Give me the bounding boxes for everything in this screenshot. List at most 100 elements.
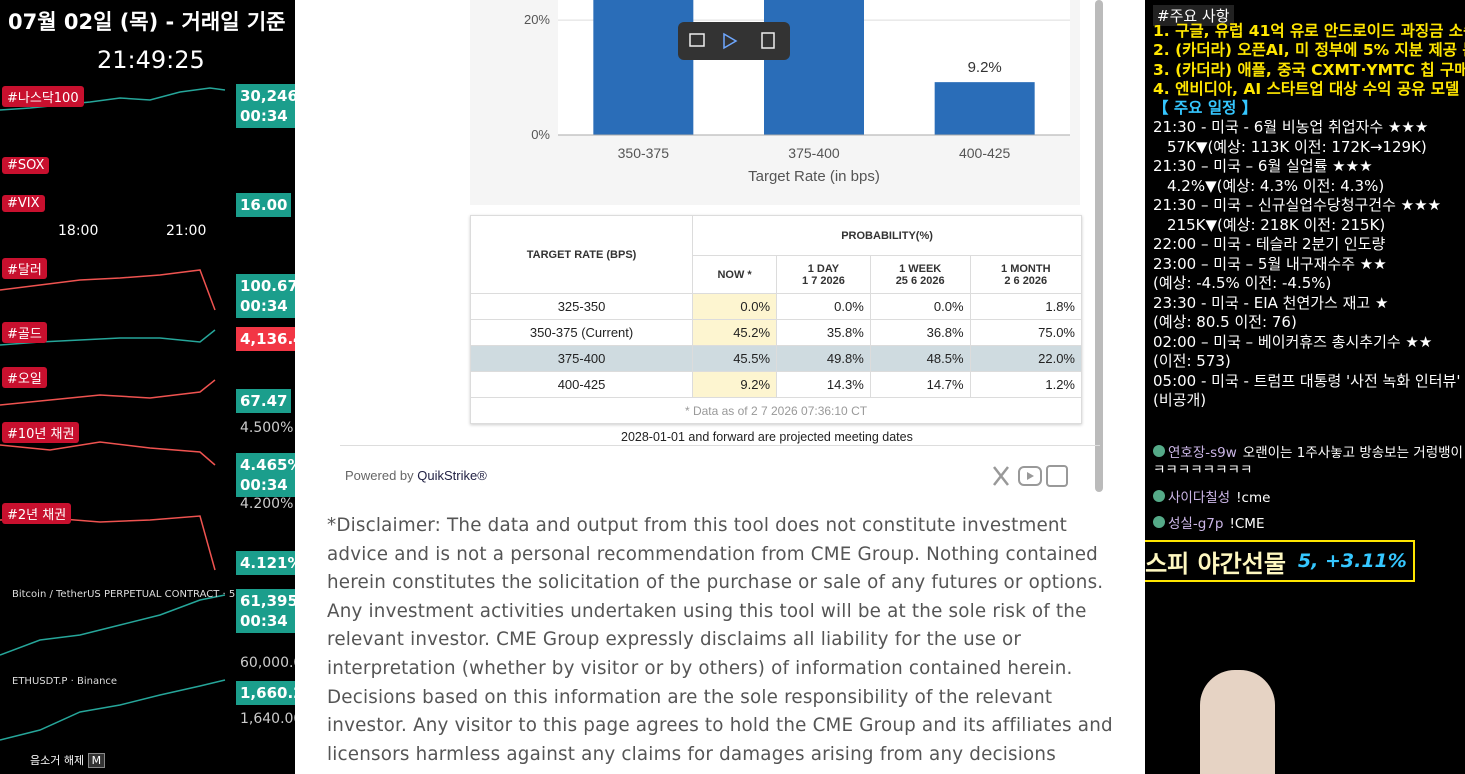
price: 67.47 — [240, 392, 288, 410]
price-box: 16.00 — [236, 193, 292, 217]
schedule-item: 4.2%▼(예상: 4.3% 이전: 4.3%) — [1167, 176, 1385, 195]
table-cell: 0.0% — [869, 293, 971, 320]
chat-avatar — [1153, 490, 1165, 502]
unmute-button[interactable]: 음소거 해제 M — [30, 752, 106, 768]
countdown: 00:34 — [240, 476, 288, 494]
price: 4.121% — [240, 554, 295, 572]
x-axis-title: Target Rate (in bps) — [748, 168, 880, 185]
schedule-title: 【 주요 일정 】 — [1153, 99, 1258, 117]
countdown: 00:34 — [240, 612, 288, 630]
ticker-label: ETHUSDT.P · Binance — [12, 676, 118, 687]
scrollbar[interactable] — [1095, 0, 1103, 492]
column-label: 1 DAY — [807, 262, 840, 275]
table-row: 400-425 9.2% 14.3% 14.7% 1.2% — [469, 371, 1083, 398]
chat-message: 연호장-s9w 오랜이는 1주사놓고 방송보는 거렁뱅이 ㅋㅋㅋㅋㅋㅋㅋㅋ — [1153, 445, 1465, 479]
chat-text: !cme — [1236, 490, 1271, 506]
shortcut-key: M — [87, 753, 106, 768]
news-item: 2. (카더라) 오픈AI, 미 정부에 5% 지분 제공 논의 — [1153, 41, 1465, 60]
chat-user: 성실-g7p — [1168, 516, 1224, 532]
chat-avatar — [1153, 445, 1165, 457]
table-cell: 325-350 — [469, 293, 694, 320]
footnote: * Data as of 2 7 2026 07:36:10 CT — [470, 397, 1082, 424]
ticker-label: #10년 채권 — [2, 422, 80, 443]
probability-table-wrap: TARGET RATE (BPS) PROBABILITY(%) NOW * 1 DA… — [469, 215, 1083, 424]
schedule-item: (이전: 573) — [1153, 352, 1231, 370]
market-panel: 07월 02일 (목) - 거래일 기준 21:49:25 #나스닥100 30,… — [0, 0, 295, 774]
price: 30,246.25 — [240, 87, 295, 105]
table-cell: 48.5% — [869, 345, 971, 372]
column-label: 1 WEEK — [899, 262, 942, 275]
scale-label: 1,640.00 — [240, 711, 295, 727]
schedule-item: 215K▼(예상: 218K 이전: 215K) — [1167, 215, 1386, 234]
y-tick-label: 20% — [524, 12, 550, 27]
price: 16.00 — [240, 196, 288, 214]
chat-text: 오랜이는 1주사놓고 방송보는 거렁뱅이 ㅋㅋㅋㅋㅋㅋㅋㅋ — [1153, 445, 1463, 478]
news-item: 4. 엔비디아, AI 스타트업 대상 수익 공유 모델 출시 — [1153, 80, 1465, 99]
value-label: 9.2% — [968, 59, 1002, 76]
news-title: #주요 사항 — [1153, 5, 1234, 26]
ticker-label: Bitcoin / TetherUS PERPETUAL CONTRACT · … — [12, 589, 236, 600]
schedule-item: 02:00 – 미국 – 베이커휴즈 총시추기수 ★★ — [1153, 332, 1433, 351]
table-cell: 1.8% — [969, 293, 1083, 320]
table-cell: 14.7% — [869, 371, 971, 398]
info-panel: #주요 사항 1. 구글, 유럽 41억 유로 안드로이드 과징금 소송 패 2.… — [1145, 0, 1465, 774]
table-cell: 0.0% — [776, 293, 871, 320]
countdown: 00:34 — [240, 297, 288, 315]
ticker-label: #SOX — [2, 157, 50, 174]
streamer-cam — [1200, 670, 1275, 774]
table-cell: 45.2% — [692, 319, 778, 346]
schedule-item: (예상: 80.5 이전: 76) — [1153, 313, 1297, 331]
table-cell: 0.0% — [692, 293, 778, 320]
chat-user: 연호장-s9w — [1168, 445, 1237, 461]
bar — [764, 0, 864, 135]
kospi-banner: 코스피 야간선물 5, +3.11% — [1145, 540, 1415, 582]
x-tick-label: 400-425 — [959, 145, 1011, 161]
price-box: 67.47 — [236, 389, 292, 413]
price-box: 1,660.27 — [236, 681, 295, 705]
column-date: 2 6 2026 — [1004, 274, 1048, 287]
countdown: 00:34 — [240, 107, 288, 125]
rate-header: TARGET RATE (BPS) — [469, 215, 694, 294]
table-cell: 14.3% — [776, 371, 871, 398]
news-item: 1. 구글, 유럽 41억 유로 안드로이드 과징금 소송 패 — [1153, 22, 1465, 40]
ticker-label: #VIX — [2, 195, 45, 212]
news-item: 3. (카더라) 애플, 중국 CXMT·YMTC 칩 구매 협상 — [1153, 60, 1465, 79]
schedule-item: 21:30 – 미국 – 신규실업수당청구건수 ★★★ — [1153, 196, 1442, 214]
column-header: 1 WEEK 25 6 2026 — [869, 255, 971, 294]
chat-message: 사이다칠성 !cme — [1153, 490, 1465, 507]
header-row: TARGET RATE (BPS) PROBABILITY(%) — [469, 215, 1082, 294]
banner-ticker: 5, +3.11% — [1297, 550, 1407, 572]
column-date: 25 6 2026 — [895, 274, 945, 287]
chat-user: 사이다칠성 — [1168, 490, 1231, 506]
price: 4,136.4 — [240, 330, 295, 348]
brand[interactable]: QuikStrike® — [417, 468, 487, 483]
table-cell: 375-400 — [469, 345, 694, 372]
banner-title: 코스피 야간선물 — [1145, 549, 1286, 578]
unmute-text: 음소거 해제 — [30, 754, 85, 767]
social-icons[interactable] — [991, 464, 1073, 488]
clock: 21:49:25 — [97, 46, 205, 74]
price: 4.465% — [240, 456, 295, 474]
column-label: 1 MONTH — [1001, 262, 1051, 275]
price-box: 100.675 00:34 — [236, 274, 295, 318]
news-list: 1. 구글, 유럽 41억 유로 안드로이드 과징금 소송 패 2. (카더라) … — [1153, 22, 1465, 100]
bar — [593, 0, 694, 135]
column-header: 1 MONTH 2 6 2026 — [969, 255, 1083, 294]
table-cell: 49.8% — [776, 345, 871, 372]
price-box: 4.121% — [236, 551, 295, 575]
video-toolbar[interactable] — [678, 22, 790, 60]
divider — [340, 445, 1100, 446]
schedule-item: (예상: -4.5% 이전: -4.5%) — [1153, 274, 1332, 292]
table-cell: 75.0% — [969, 319, 1083, 346]
table-cell: 400-425 — [469, 371, 694, 398]
ticker-label: #나스닥100 — [2, 86, 84, 107]
schedule-item: 21:30 - 미국 - 6월 비농업 취업자수 ★★★ — [1153, 118, 1429, 136]
table-cell: 45.5% — [692, 345, 778, 372]
x-tick-label: 350-375 — [618, 145, 670, 161]
schedule-item: 23:30 - 미국 - EIA 천연가스 재고 ★ — [1153, 293, 1389, 312]
toolbar-icons — [689, 32, 775, 50]
schedule-item: 57K▼(예상: 113K 이전: 172K→129K) — [1167, 137, 1427, 156]
date-header: 07월 02일 (목) - 거래일 기준 — [8, 10, 286, 34]
table-cell: 22.0% — [969, 345, 1083, 372]
